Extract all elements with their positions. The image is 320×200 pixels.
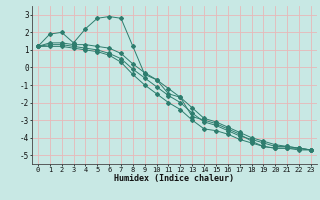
X-axis label: Humidex (Indice chaleur): Humidex (Indice chaleur) [115, 174, 234, 183]
